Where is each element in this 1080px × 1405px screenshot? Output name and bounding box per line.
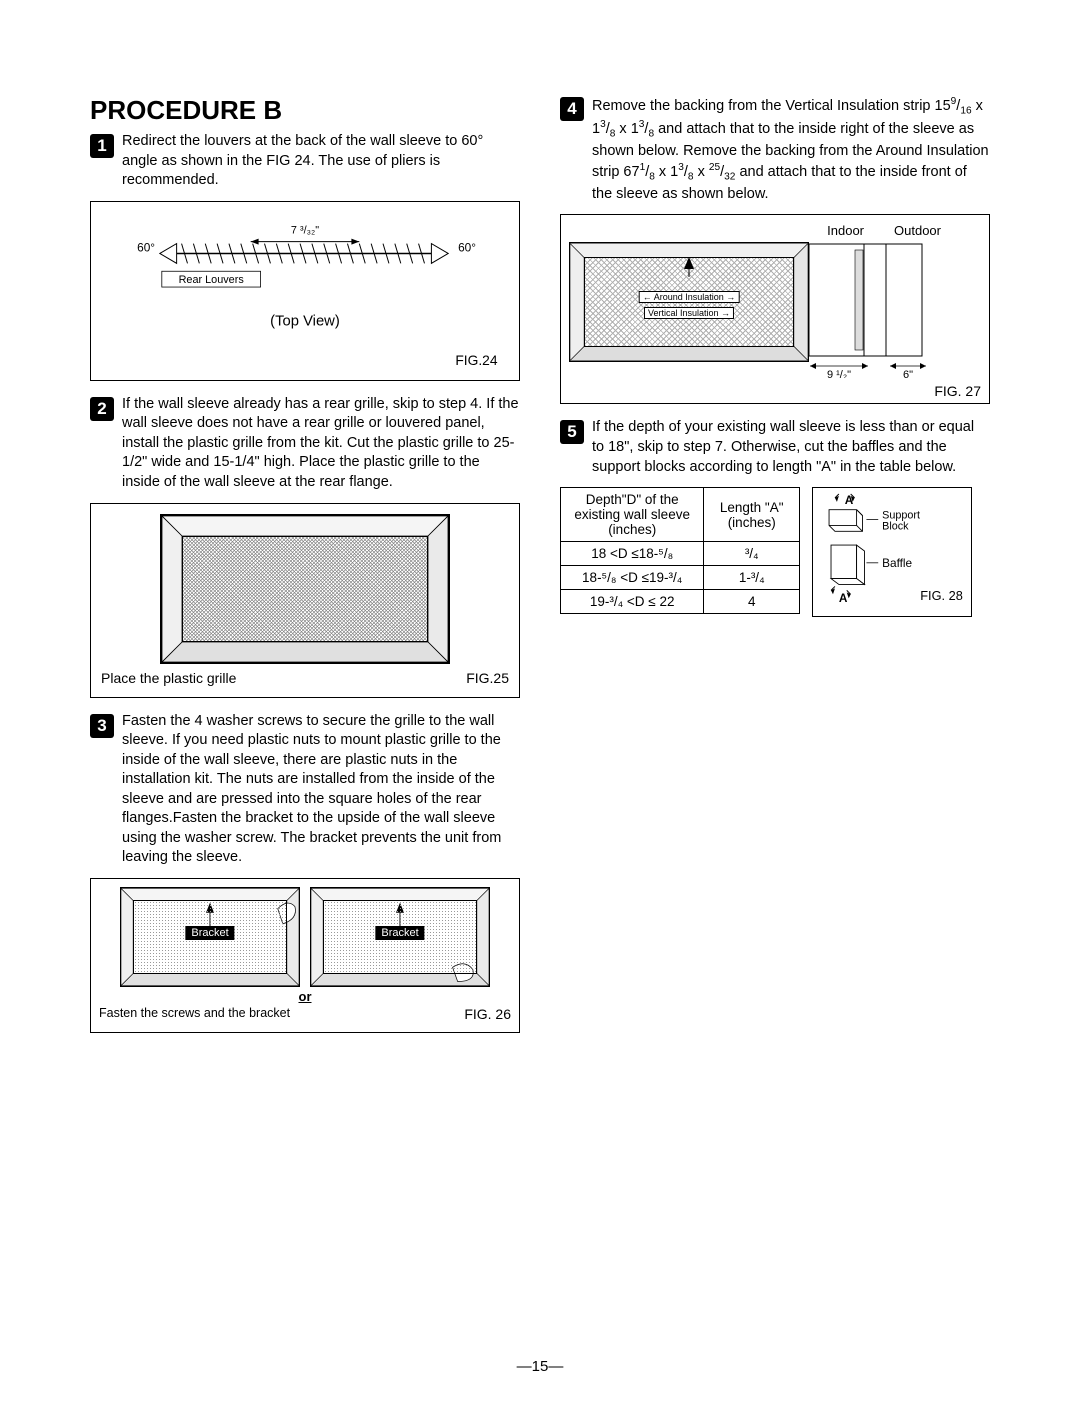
step-1: 1 Redirect the louvers at the back of th…	[90, 132, 520, 191]
step-badge-1: 1	[90, 134, 114, 158]
step-2: 2 If the wall sleeve already has a rear …	[90, 395, 520, 493]
fig24-box: 7 ³/₃₂" 60° 60°	[90, 201, 520, 381]
fig26-bracket-label-left: Bracket	[185, 926, 234, 940]
fig24-angle-left: 60°	[137, 240, 155, 254]
step-text-4: Remove the backing from the Vertical Ins…	[592, 95, 990, 204]
svg-text:9 ¹/₂": 9 ¹/₂"	[827, 369, 851, 378]
table-row: 18-⁵/₈ <D ≤19-³/₄ 1-³/₄	[561, 566, 800, 590]
left-column: PROCEDURE B 1 Redirect the louvers at th…	[90, 95, 520, 1047]
step-text-3: Fasten the 4 washer screws to secure the…	[122, 712, 520, 869]
step-badge-4: 4	[560, 97, 584, 121]
columns: PROCEDURE B 1 Redirect the louvers at th…	[90, 95, 990, 1047]
page-number: —15—	[517, 1358, 564, 1375]
table-row: 19-³/₄ <D ≤ 22 4	[561, 590, 800, 614]
fig24-svg: 7 ³/₃₂" 60° 60°	[101, 212, 509, 370]
step-badge-2: 2	[90, 397, 114, 421]
step-badge-3: 3	[90, 714, 114, 738]
fig27-caption: FIG. 27	[569, 383, 981, 399]
fig25-frame	[160, 514, 450, 664]
step-badge-5: 5	[560, 420, 584, 444]
page-root: PROCEDURE B 1 Redirect the louvers at th…	[0, 0, 1080, 1405]
fig27-indoor: Indoor	[827, 223, 864, 238]
step-4: 4 Remove the backing from the Vertical I…	[560, 95, 990, 204]
fig24-rear-louvers: Rear Louvers	[179, 274, 245, 286]
step-text-5: If the depth of your existing wall sleev…	[592, 418, 990, 477]
fig26-bracket-label-right: Bracket	[375, 926, 424, 940]
svg-text:Block: Block	[882, 520, 909, 532]
step-text-2: If the wall sleeve already has a rear gr…	[122, 395, 520, 493]
fig26-left-sleeve: Bracket	[120, 887, 300, 987]
fig25-label: Place the plastic grille	[101, 670, 236, 686]
depth-table: Depth"D" of the existing wall sleeve (in…	[560, 487, 800, 614]
fig28-box: A Support Block	[812, 487, 972, 617]
svg-text:6": 6"	[903, 369, 913, 378]
fig27-sleeve-front: ← Around Insulation → Vertical Insulatio…	[569, 242, 809, 362]
fig24-topview: (Top View)	[270, 313, 340, 329]
fig26-or: or	[99, 989, 511, 1004]
th-depth: Depth"D" of the existing wall sleeve (in…	[561, 488, 704, 542]
fig25-box: Place the plastic grille FIG.25	[90, 503, 520, 698]
fig24-dim: 7 ³/₃₂"	[291, 224, 319, 236]
right-column: 4 Remove the backing from the Vertical I…	[560, 95, 990, 1047]
step-5: 5 If the depth of your existing wall sle…	[560, 418, 990, 477]
table-fig28-row: Depth"D" of the existing wall sleeve (in…	[560, 487, 990, 617]
th-length: Length "A" (inches)	[704, 488, 800, 542]
step-3: 3 Fasten the 4 washer screws to secure t…	[90, 712, 520, 869]
procedure-title: PROCEDURE B	[90, 95, 520, 126]
table-row: 18 <D ≤18-⁵/₈ ³/₄	[561, 542, 800, 566]
fig26-box: Bracket Bra	[90, 878, 520, 1033]
fig27-outdoor: Outdoor	[894, 223, 941, 238]
svg-text:A: A	[839, 591, 848, 605]
fig25-caption: FIG.25	[466, 670, 509, 686]
fig27-vert-ins: Vertical Insulation →	[644, 307, 734, 319]
svg-text:FIG. 28: FIG. 28	[920, 588, 963, 603]
fig27-around-ins: ← Around Insulation →	[639, 291, 740, 303]
fig26-right-sleeve: Bracket	[310, 887, 490, 987]
fig26-caption: FIG. 26	[464, 1006, 511, 1022]
svg-text:Baffle: Baffle	[882, 556, 912, 570]
step-text-1: Redirect the louvers at the back of the …	[122, 132, 520, 191]
fig26-label: Fasten the screws and the bracket	[99, 1006, 290, 1022]
fig24-caption: FIG.24	[455, 352, 498, 368]
fig24-angle-right: 60°	[458, 240, 476, 254]
fig27-box: Indoor Outdoor	[560, 214, 990, 404]
fig27-side	[809, 242, 929, 362]
